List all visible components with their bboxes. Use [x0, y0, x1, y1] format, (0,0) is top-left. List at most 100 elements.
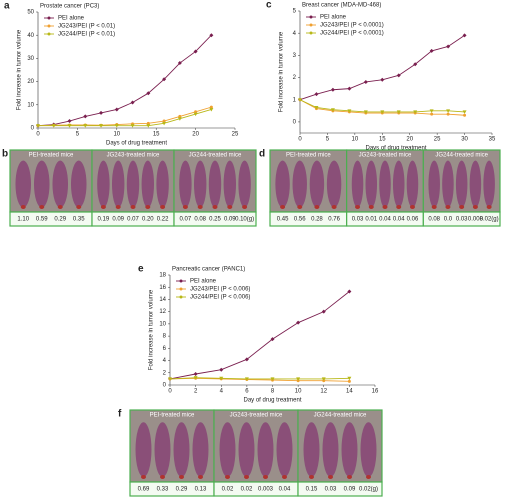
mouse: [111, 160, 125, 208]
x-tick-label: 8: [271, 389, 275, 395]
mouse: [392, 160, 405, 208]
y-tick-label: 0: [31, 126, 35, 132]
point: [146, 121, 150, 125]
tumor: [227, 205, 233, 209]
mouse: [469, 160, 482, 208]
x-tick-label: 16: [372, 389, 379, 395]
mouse: [135, 422, 152, 477]
group-title: JG244-treated mice: [314, 413, 367, 419]
tumor: [115, 205, 121, 209]
chart-title: Pancreatic cancer (PANC1): [172, 267, 245, 273]
tumor-weight: 0.02(g): [480, 217, 499, 223]
x-tick-label: 2: [194, 389, 198, 395]
tumor-weight: 0.10(g): [235, 217, 254, 223]
tumor-weight: 0.08: [428, 217, 440, 223]
y-axis-label: Fold increase in tumor volume: [17, 29, 23, 110]
tumor-weight: 0.04: [279, 487, 291, 493]
tumor: [100, 205, 106, 209]
legend-label: JG244/PEI (P < 0.01): [58, 32, 115, 38]
x-axis-label: Days of drug treatment: [365, 146, 426, 152]
point: [178, 114, 182, 118]
point: [162, 121, 167, 126]
series-line: [169, 377, 350, 382]
mouse: [97, 160, 110, 208]
mouse: [223, 160, 237, 208]
mouse: [341, 422, 358, 477]
tumor-weight: 1.10: [17, 217, 29, 223]
point: [446, 44, 451, 49]
point: [67, 119, 72, 124]
mouse: [33, 160, 50, 208]
tumor: [141, 475, 146, 479]
tumor-weight: 0.07: [127, 217, 139, 223]
tumor-weight: 0.01: [365, 217, 377, 223]
panel-letter: a: [4, 1, 10, 12]
tumor-weight: 0.04: [393, 217, 405, 223]
x-tick-label: 5: [76, 132, 80, 138]
chart-title: Breast cancer (MDA-MD-468): [302, 3, 381, 9]
series-line: [37, 34, 212, 127]
tumor: [459, 205, 465, 209]
legend-label: JG244/PEI (P < 0.0001): [320, 31, 384, 37]
y-tick-label: 30: [27, 56, 34, 62]
x-tick-label: 5: [326, 137, 330, 143]
y-tick-label: 18: [159, 273, 166, 279]
y-tick-label: 10: [159, 321, 166, 327]
x-tick-label: 0: [168, 389, 172, 395]
chart-title: Prostate cancer (PC3): [40, 4, 99, 10]
group-title: JG244-treated mice: [189, 153, 242, 159]
legend-label: PEI alone: [58, 16, 85, 22]
point: [146, 91, 151, 96]
x-axis-label: Days of drug treatment: [106, 141, 167, 147]
group-title: PEI-treated mice: [286, 153, 331, 159]
x-tick-label: 6: [245, 389, 249, 395]
x-tick-label: 25: [434, 137, 441, 143]
tumor-weight: 0.29: [176, 487, 188, 493]
mouse: [428, 160, 440, 208]
mouse: [156, 160, 169, 208]
tumor-weight: 0.15: [306, 487, 318, 493]
legend-marker: [309, 15, 313, 19]
tumor: [198, 475, 203, 479]
point: [429, 48, 434, 53]
mouse: [173, 422, 190, 477]
tumor-weight: 0.59: [36, 217, 48, 223]
x-tick-label: 12: [320, 389, 327, 395]
point: [36, 124, 40, 128]
point: [321, 309, 326, 314]
panel-letter: f: [118, 409, 122, 420]
tumor-weight: 0.19: [98, 217, 110, 223]
tumor-weight: 0.08: [194, 217, 206, 223]
tumor: [445, 205, 451, 209]
weight-strip: [173, 211, 257, 227]
y-tick-label: 2: [293, 75, 297, 81]
point: [314, 92, 319, 97]
point: [296, 320, 301, 325]
x-tick-label: 15: [379, 137, 386, 143]
tumor: [225, 475, 230, 479]
tumor-weight: 0.03: [352, 217, 364, 223]
mouse: [154, 422, 171, 477]
y-tick-label: 16: [159, 285, 166, 291]
tumor: [39, 205, 45, 209]
point: [430, 112, 434, 116]
tumor-weight: 0.13: [195, 487, 207, 493]
y-tick-label: 50: [27, 10, 34, 16]
tumor-weight: 0.33: [157, 487, 169, 493]
legend-marker: [309, 23, 313, 27]
weight-strip: [422, 211, 501, 227]
mouse: [303, 422, 320, 477]
y-tick-label: 4: [163, 358, 167, 364]
tumor: [486, 205, 492, 209]
series-line: [299, 35, 465, 101]
point: [130, 100, 135, 105]
group-title: JG243-treated mice: [359, 153, 412, 159]
mouse: [275, 160, 290, 208]
y-tick-label: 4: [293, 31, 297, 37]
point: [380, 110, 385, 114]
legend-label: PEI alone: [320, 15, 347, 21]
group-title: JG243-treated mice: [107, 153, 160, 159]
mouse: [141, 160, 155, 208]
y-tick-label: 40: [27, 33, 34, 39]
